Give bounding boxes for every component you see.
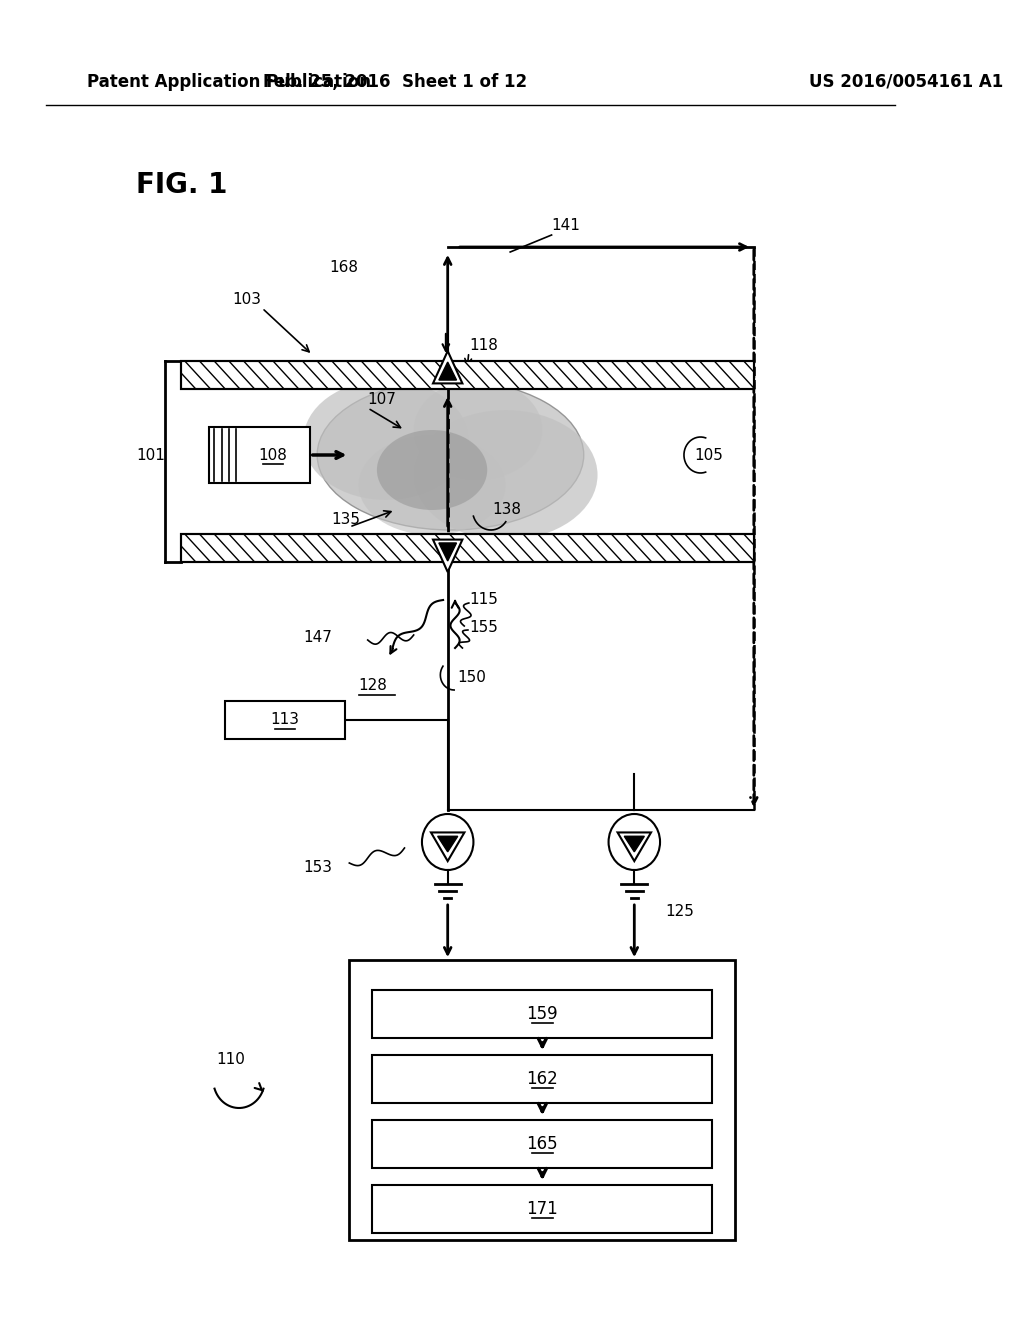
Text: 128: 128: [358, 677, 387, 693]
Ellipse shape: [303, 380, 469, 500]
Ellipse shape: [414, 411, 598, 540]
Text: FIG. 1: FIG. 1: [136, 172, 227, 199]
Polygon shape: [433, 540, 463, 572]
Text: Feb. 25, 2016  Sheet 1 of 12: Feb. 25, 2016 Sheet 1 of 12: [263, 73, 527, 91]
Text: 153: 153: [303, 861, 333, 875]
Ellipse shape: [414, 380, 543, 480]
Polygon shape: [439, 543, 457, 561]
Polygon shape: [433, 351, 463, 383]
Polygon shape: [617, 833, 651, 861]
Text: 110: 110: [216, 1052, 245, 1068]
Polygon shape: [625, 837, 644, 851]
Bar: [373, 1119, 713, 1168]
Bar: [373, 1185, 713, 1233]
Text: 162: 162: [526, 1071, 558, 1088]
Text: Patent Application Publication: Patent Application Publication: [87, 73, 372, 91]
Polygon shape: [431, 833, 465, 861]
Text: 115: 115: [469, 593, 498, 607]
Ellipse shape: [377, 430, 487, 510]
Polygon shape: [437, 837, 458, 851]
Text: US 2016/0054161 A1: US 2016/0054161 A1: [809, 73, 1004, 91]
Bar: [181, 535, 754, 562]
Text: 125: 125: [666, 904, 694, 920]
Text: 155: 155: [469, 620, 498, 635]
Bar: [373, 990, 713, 1038]
Bar: [225, 701, 345, 739]
Text: 159: 159: [526, 1005, 558, 1023]
Bar: [181, 535, 754, 562]
Text: 165: 165: [526, 1135, 558, 1152]
Text: 171: 171: [526, 1200, 558, 1218]
Text: 141: 141: [552, 218, 581, 232]
Polygon shape: [439, 362, 457, 380]
Text: 113: 113: [270, 713, 299, 727]
Bar: [181, 360, 754, 389]
Bar: [349, 960, 735, 1239]
Bar: [209, 426, 310, 483]
Text: 168: 168: [329, 260, 358, 275]
Text: 138: 138: [492, 503, 521, 517]
Text: 105: 105: [694, 447, 723, 462]
Ellipse shape: [358, 436, 506, 535]
Text: 107: 107: [368, 392, 396, 408]
Text: 101: 101: [136, 447, 165, 462]
Ellipse shape: [317, 380, 584, 531]
Text: 135: 135: [331, 512, 360, 528]
Text: 103: 103: [232, 293, 261, 308]
Bar: [373, 1055, 713, 1104]
Text: 108: 108: [259, 447, 288, 462]
Text: 147: 147: [303, 631, 332, 645]
Text: 150: 150: [457, 671, 485, 685]
Bar: [181, 360, 754, 389]
Text: 118: 118: [469, 338, 498, 352]
